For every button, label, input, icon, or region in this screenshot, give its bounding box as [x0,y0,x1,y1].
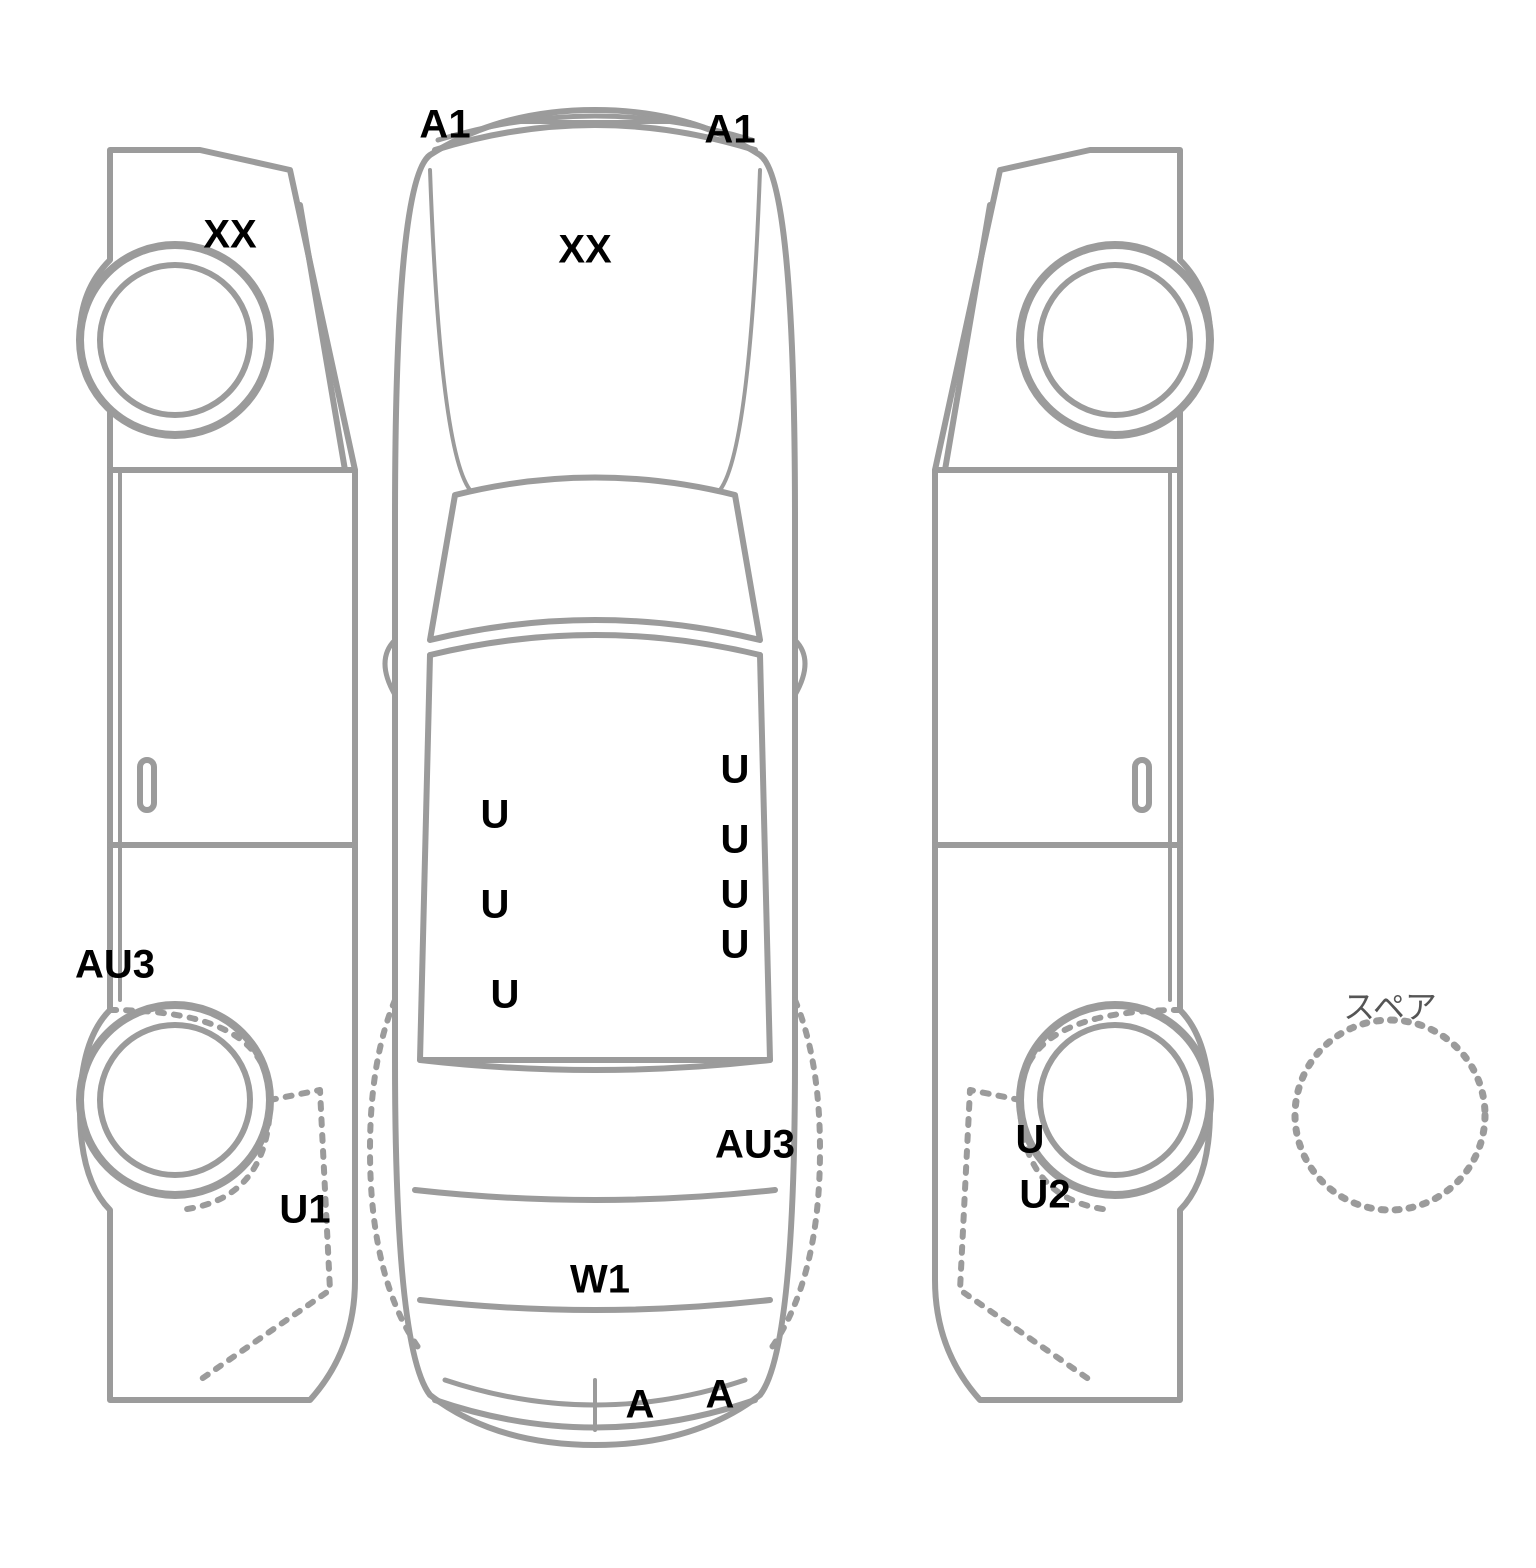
car-right-side [935,150,1210,1400]
vehicle-damage-diagram: スペア A1A1XXXXUUUUUUAU3UAU3UU1U2W1AA [0,0,1536,1568]
spare-tire-circle [1295,1020,1485,1210]
car-top-view [370,110,820,1445]
car-left-side [80,150,355,1400]
spare-tire-label: スペア [1343,982,1437,1028]
car-outline-svg [0,0,1536,1568]
